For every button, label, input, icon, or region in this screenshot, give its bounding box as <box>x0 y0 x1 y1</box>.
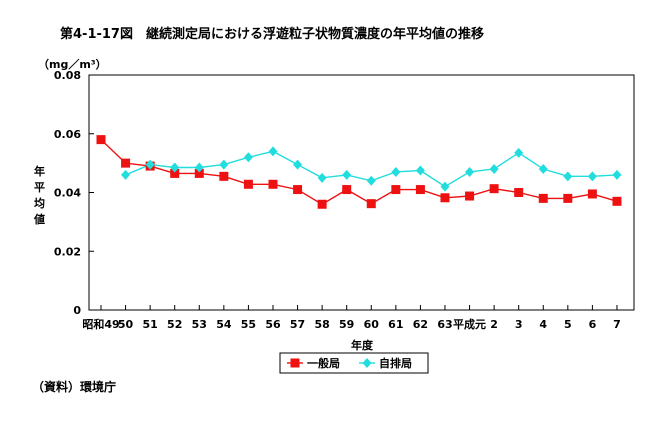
data-point <box>366 175 376 186</box>
x-tick-label: 昭和49 <box>82 317 119 331</box>
data-point <box>293 185 303 195</box>
data-point <box>366 199 376 209</box>
data-point <box>563 171 573 182</box>
y-tick-label: 0.08 <box>54 69 81 82</box>
x-tick-label: 56 <box>265 318 281 331</box>
data-point <box>96 135 106 145</box>
x-tick-label: 55 <box>241 318 256 331</box>
y-ticks: 0.08 0.06 0.04 0.02 0 <box>54 69 94 317</box>
y-tick-label: 0 <box>73 304 81 317</box>
data-point <box>170 162 180 173</box>
data-point <box>268 179 278 189</box>
data-point <box>391 166 401 177</box>
data-point <box>415 165 425 176</box>
data-point <box>317 172 327 183</box>
data-point <box>342 185 352 195</box>
x-tick-label: 53 <box>192 318 207 331</box>
y-tick-label: 0.06 <box>54 128 81 141</box>
data-point <box>121 169 131 180</box>
data-point <box>587 171 597 182</box>
data-point <box>514 147 524 158</box>
data-point <box>563 193 573 203</box>
x-tick-label: 52 <box>167 318 182 331</box>
data-point <box>194 168 204 178</box>
unit-label: （mg／m³） <box>38 58 107 71</box>
legend-label: 一般局 <box>307 356 340 370</box>
plot-area <box>88 74 635 311</box>
legend: 一般局 自排局 <box>287 356 412 370</box>
y-tick-label: 0.02 <box>54 245 81 258</box>
data-point <box>391 185 401 195</box>
chart-title: 第4-1-17図 継続測定局における浮遊粒子状物質濃度の年平均値の推移 <box>60 26 484 42</box>
data-point <box>612 196 622 206</box>
x-tick-label: 5 <box>564 318 572 331</box>
data-point <box>293 159 303 170</box>
data-point <box>465 166 475 177</box>
data-point <box>465 191 475 201</box>
legend-marker <box>290 358 300 368</box>
x-tick-label: 54 <box>216 318 232 331</box>
x-tick-label: 2 <box>490 318 498 331</box>
data-point <box>489 164 499 174</box>
legend-label: 自排局 <box>379 356 412 370</box>
data-point <box>538 193 548 203</box>
x-tick-label: 58 <box>314 318 329 331</box>
x-tick-label: 62 <box>413 318 428 331</box>
data-point <box>514 188 524 197</box>
x-tick-label: 59 <box>339 318 354 331</box>
x-tick-label: 3 <box>515 318 523 331</box>
y-axis-label: 年 平 均 値 <box>33 164 49 226</box>
x-tick-label: 50 <box>118 318 134 331</box>
data-point <box>440 193 450 203</box>
x-tick-label: 60 <box>364 318 380 331</box>
data-point <box>243 179 253 189</box>
y-tick-label: 0.04 <box>54 187 81 200</box>
data-point <box>219 159 229 170</box>
data-point <box>121 158 131 168</box>
data-point <box>219 171 229 181</box>
x-tick-label: 63 <box>437 318 452 331</box>
data-point <box>194 162 204 173</box>
x-axis-label: 年度 <box>351 338 374 352</box>
data-point <box>170 168 180 178</box>
data-point <box>440 181 450 192</box>
series-line-0 <box>100 139 618 206</box>
data-point <box>243 152 253 163</box>
data-point <box>415 185 425 195</box>
x-tick-label: 61 <box>388 318 403 331</box>
data-point <box>342 169 352 180</box>
data-point <box>145 159 155 170</box>
data-point <box>268 146 278 157</box>
data-point <box>538 164 548 174</box>
data-point <box>587 189 597 199</box>
data-point <box>612 169 622 180</box>
legend-box <box>279 352 429 374</box>
x-tick-label: 6 <box>589 318 597 331</box>
source-note: （資料）環境庁 <box>32 380 117 394</box>
x-tick-label: 4 <box>539 318 547 331</box>
series-markers <box>96 135 622 209</box>
x-tick-label: 平成元 <box>453 317 486 331</box>
legend-marker <box>362 358 372 368</box>
data-point <box>317 199 327 209</box>
data-point <box>489 184 499 194</box>
x-tick-label: 57 <box>290 318 305 331</box>
x-tick-label: 7 <box>613 318 621 331</box>
x-tick-label: 51 <box>142 318 157 331</box>
